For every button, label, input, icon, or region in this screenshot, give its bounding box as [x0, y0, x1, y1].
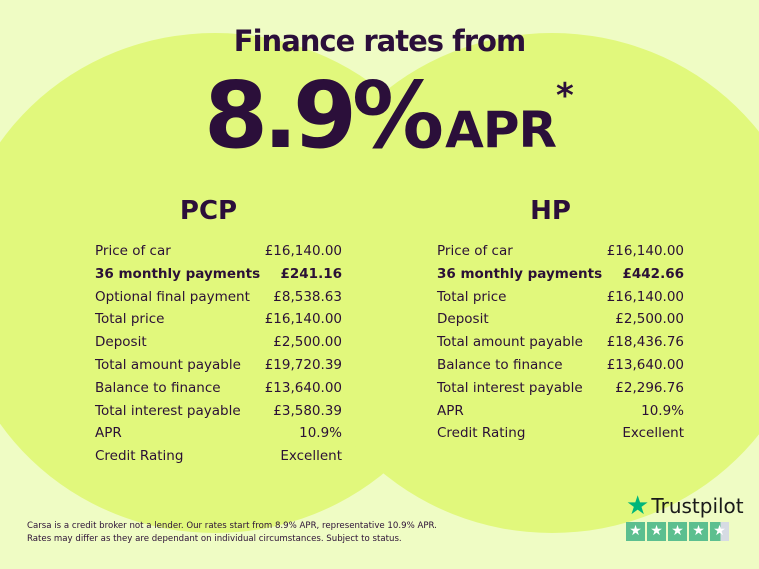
- table-row: Credit Rating Excellent: [437, 422, 684, 445]
- table-row: Total interest payable £3,580.39: [95, 400, 342, 423]
- row-value: £241.16: [280, 265, 343, 282]
- table-row: Total amount payable £19,720.39: [95, 354, 342, 377]
- table-row: Price of car £16,140.00: [437, 240, 684, 263]
- disclaimer-line-2: Rates may differ as they are dependant o…: [27, 533, 402, 544]
- star-icon: ★: [626, 522, 645, 541]
- row-value: £16,140.00: [606, 243, 684, 259]
- row-value: £2,296.76: [615, 379, 684, 396]
- star-icon: ★: [689, 522, 708, 541]
- row-value: £442.66: [622, 265, 685, 282]
- row-label: Total amount payable: [95, 356, 241, 373]
- rate-suffix: APR: [445, 101, 557, 159]
- row-value: £18,436.76: [606, 334, 684, 351]
- star-icon: ★: [668, 522, 687, 541]
- star-icon: ★: [710, 522, 729, 541]
- table-row: Total amount payable £18,436.76: [437, 331, 684, 354]
- row-label: APR: [437, 402, 464, 419]
- row-value: £19,720.39: [264, 356, 342, 373]
- table-row: Credit Rating Excellent: [95, 445, 342, 468]
- table-row: Deposit £2,500.00: [437, 308, 684, 331]
- hp-title: HP: [530, 196, 571, 226]
- row-value: £16,140.00: [264, 311, 342, 328]
- disclaimer: Carsa is a credit broker not a lender. O…: [27, 520, 437, 545]
- row-value: £13,640.00: [606, 356, 684, 373]
- row-label: Total interest payable: [95, 402, 241, 419]
- table-row: Total interest payable £2,296.76: [437, 377, 684, 400]
- row-label: Credit Rating: [95, 448, 184, 465]
- table-row: Total price £16,140.00: [95, 308, 342, 331]
- table-row: Total price £16,140.00: [437, 286, 684, 309]
- trustpilot-badge[interactable]: ★ Trustpilot ★ ★ ★ ★ ★: [626, 491, 744, 541]
- table-row: 36 monthly payments £241.16: [95, 263, 342, 286]
- trustpilot-rating: ★ ★ ★ ★ ★: [626, 522, 744, 541]
- row-value: Excellent: [280, 448, 342, 465]
- trustpilot-star-icon: ★: [626, 491, 650, 521]
- row-label: Deposit: [437, 311, 489, 328]
- asterisk: *: [556, 76, 574, 116]
- row-label: Total price: [95, 311, 165, 328]
- disclaimer-line-1: Carsa is a credit broker not a lender. O…: [27, 521, 437, 531]
- right-circle-decoration: [292, 33, 759, 533]
- row-label: Total amount payable: [437, 334, 583, 351]
- row-label: 36 monthly payments: [95, 265, 261, 282]
- row-value: £3,580.39: [273, 402, 342, 419]
- row-label: Credit Rating: [437, 425, 526, 442]
- row-value: £16,140.00: [264, 243, 342, 259]
- hp-table: HP Price of car £16,140.00 36 monthly paym…: [437, 196, 684, 445]
- row-value: 10.9%: [641, 402, 684, 419]
- pcp-table: PCP Price of car £16,140.00 36 monthly pay…: [95, 196, 342, 468]
- row-label: Price of car: [95, 243, 171, 259]
- table-row: APR 10.9%: [95, 422, 342, 445]
- row-value: £2,500.00: [273, 334, 342, 351]
- table-row: Balance to finance £13,640.00: [95, 377, 342, 400]
- table-row: APR 10.9%: [437, 400, 684, 423]
- headline: Finance rates from: [233, 24, 526, 58]
- row-value: £8,538.63: [273, 288, 342, 305]
- row-value: £16,140.00: [606, 288, 684, 305]
- row-value: £2,500.00: [615, 311, 684, 328]
- table-row: Optional final payment £8,538.63: [95, 286, 342, 309]
- row-label: Deposit: [95, 334, 147, 351]
- trustpilot-logo: ★ Trustpilot: [626, 491, 744, 521]
- row-label: Total interest payable: [437, 379, 583, 396]
- row-label: Optional final payment: [95, 288, 250, 305]
- table-row: Price of car £16,140.00: [95, 240, 342, 263]
- star-icon: ★: [647, 522, 666, 541]
- row-label: APR: [95, 425, 122, 442]
- table-row: Balance to finance £13,640.00: [437, 354, 684, 377]
- table-row: Deposit £2,500.00: [95, 331, 342, 354]
- row-label: Balance to finance: [95, 379, 221, 396]
- row-value: 10.9%: [299, 425, 342, 442]
- row-value: Excellent: [622, 425, 684, 442]
- trustpilot-label: Trustpilot: [651, 494, 744, 518]
- pcp-title: PCP: [179, 196, 238, 226]
- headline-rate: 8.9% APR*: [204, 62, 574, 169]
- row-value: £13,640.00: [264, 379, 342, 396]
- row-label: 36 monthly payments: [437, 265, 603, 282]
- row-label: Total price: [437, 288, 507, 305]
- row-label: Price of car: [437, 243, 513, 259]
- table-row: 36 monthly payments £442.66: [437, 263, 684, 286]
- row-label: Balance to finance: [437, 356, 563, 373]
- rate-value: 8.9%: [204, 62, 444, 169]
